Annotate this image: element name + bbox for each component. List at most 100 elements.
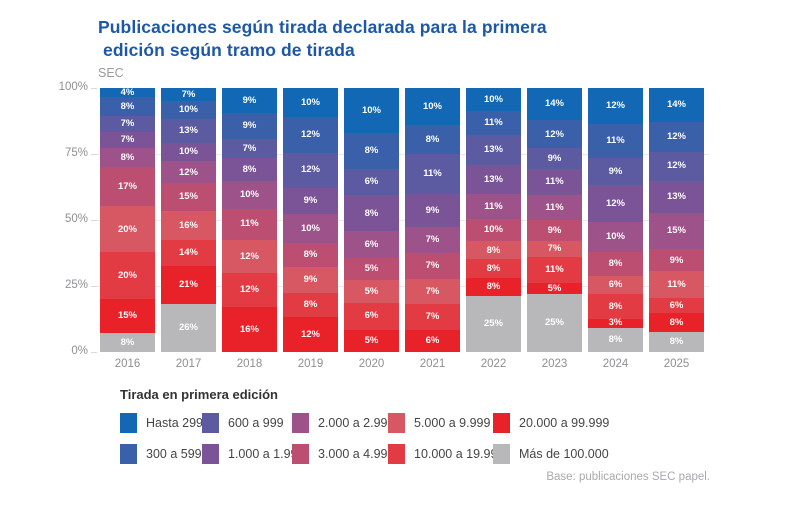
bar-segment: 9% <box>649 249 704 272</box>
x-axis-label: 2021 <box>419 358 446 370</box>
legend-item-label: Más de 100.000 <box>519 447 609 461</box>
gridline <box>97 220 709 221</box>
bar-segment: 13% <box>161 119 216 143</box>
legend-swatch <box>388 413 405 433</box>
y-axis-tick <box>91 352 97 353</box>
bar-segment: 11% <box>527 169 582 195</box>
bar-segment: 10% <box>405 88 460 125</box>
legend-grid: Hasta 299 600 a 999 2.000 a 2.999 5.000 a 9… <box>120 413 609 464</box>
bar-segment: 10% <box>588 221 643 252</box>
bar-segment: 7% <box>405 304 460 331</box>
y-axis-tick <box>91 220 97 221</box>
bar-segment: 9% <box>283 266 338 294</box>
bar-segment: 10% <box>283 88 338 118</box>
x-axis-label: 2020 <box>358 358 385 370</box>
x-axis-label: 2025 <box>663 358 690 370</box>
legend-swatch <box>120 413 137 433</box>
bar-segment: 12% <box>222 273 277 308</box>
bar-2025: 14% 12% 12% 13% 15% 9% 11% 6% 8% 8% <box>649 88 704 353</box>
legend-item-label: 2.000 a 2.999 <box>318 416 395 430</box>
bar-segment: 8% <box>466 259 521 278</box>
x-axis-label: 2019 <box>297 358 324 370</box>
bar-segment: 14% <box>527 88 582 121</box>
bar-segment: 14% <box>649 88 704 123</box>
bar-segment: 26% <box>161 304 216 352</box>
legend-item: 5.000 a 9.999 <box>388 413 493 433</box>
legend-swatch <box>292 444 309 464</box>
bar-segment: 11% <box>588 124 643 158</box>
base-note: Base: publicaciones SEC papel. <box>546 471 710 483</box>
bar-segment: 5% <box>344 280 399 303</box>
legend-item: 600 a 999 <box>202 413 292 433</box>
legend-item: 3.000 a 4.999 <box>292 444 394 464</box>
bar-2023: 14% 12% 9% 11% 11% 9% 7% 11% 5% 25% <box>527 88 582 352</box>
bar-segment: 11% <box>649 271 704 299</box>
y-axis-label: 25% <box>64 279 88 291</box>
bar-segment: 10% <box>161 142 216 162</box>
legend-swatch <box>493 413 510 433</box>
bar-segment: 10% <box>222 180 277 209</box>
bar-segment: 20% <box>100 206 155 253</box>
legend-item: 2.000 a 2.999 <box>292 413 394 433</box>
y-axis-label: 100% <box>58 81 88 93</box>
bar-segment: 16% <box>161 210 216 241</box>
y-axis-label: 75% <box>64 147 88 159</box>
bar-segment: 11% <box>466 194 521 219</box>
gridline <box>97 154 709 155</box>
bar-segment: 10% <box>466 218 521 242</box>
legend-item: 10.000 a 19.999 <box>388 444 504 464</box>
bar-2017: 7% 10% 13% 10% 12% 15% 16% 14% 21% 26% <box>161 88 216 352</box>
bar-2016: 4% 8% 7% 7% 8% 17% 20% 20% 15% 8% <box>100 88 155 352</box>
legend-swatch <box>292 413 309 433</box>
bar-segment: 8% <box>405 124 460 154</box>
bar-segment: 6% <box>405 330 460 353</box>
legend-item: 1.000 a 1.999 <box>202 444 304 464</box>
bar-segment: 6% <box>344 302 399 330</box>
legend-item-label: 20.000 a 99.999 <box>519 416 610 430</box>
bar-segment: 12% <box>222 239 277 274</box>
legend-item-label: 3.000 a 4.999 <box>318 447 395 461</box>
bar-segment: 11% <box>466 110 521 136</box>
bar-2024: 12% 11% 9% 12% 10% 8% 6% 8% 3% 8% <box>588 88 643 352</box>
bar-segment: 12% <box>283 152 338 188</box>
legend-item: 20.000 a 99.999 <box>493 413 609 433</box>
bar-segment: 25% <box>466 295 521 352</box>
bar-segment: 5% <box>344 258 399 281</box>
bar-segment: 7% <box>405 253 460 279</box>
bar-segment: 10% <box>283 214 338 244</box>
legend-swatch <box>202 413 219 433</box>
legend-swatch <box>493 444 510 464</box>
bar-segment: 8% <box>649 332 704 353</box>
bar-segment: 7% <box>100 115 155 132</box>
bar-segment: 4% <box>100 88 155 97</box>
bar-segment: 12% <box>588 88 643 125</box>
legend-item-label: 600 a 999 <box>228 416 284 430</box>
bar-segment: 13% <box>466 135 521 165</box>
bars-container: 4% 8% 7% 7% 8% 17% 20% 20% 15% 8% 7% 10% 13% 10% 12% 15… <box>100 88 704 353</box>
bar-segment: 7% <box>161 88 216 101</box>
page-title-line2: edición según tramo de tirada <box>103 39 355 60</box>
bar-segment: 9% <box>405 194 460 228</box>
legend-swatch <box>388 444 405 464</box>
bar-segment: 8% <box>466 277 521 296</box>
bar-segment: 11% <box>405 154 460 195</box>
bar-segment: 20% <box>100 252 155 299</box>
bar-segment: 9% <box>283 187 338 215</box>
bar-segment: 17% <box>100 166 155 207</box>
bar-segment: 12% <box>588 185 643 222</box>
legend-item: Hasta 299 <box>120 413 203 433</box>
bar-segment: 10% <box>466 88 521 111</box>
bar-segment: 9% <box>588 157 643 186</box>
y-axis-tick <box>91 286 97 287</box>
bar-segment: 3% <box>588 318 643 328</box>
bar-segment: 11% <box>527 194 582 220</box>
legend-item: 300 a 599 <box>120 444 202 464</box>
x-axis-label: 2018 <box>236 358 263 370</box>
bar-segment: 8% <box>466 241 521 260</box>
x-axis-label: 2024 <box>602 358 629 370</box>
bar-segment: 8% <box>100 333 155 352</box>
bar-segment: 8% <box>100 148 155 167</box>
bar-segment: 6% <box>344 168 399 196</box>
page-title: Publicaciones según tirada declarada par… <box>98 16 698 62</box>
bar-segment: 7% <box>527 240 582 258</box>
